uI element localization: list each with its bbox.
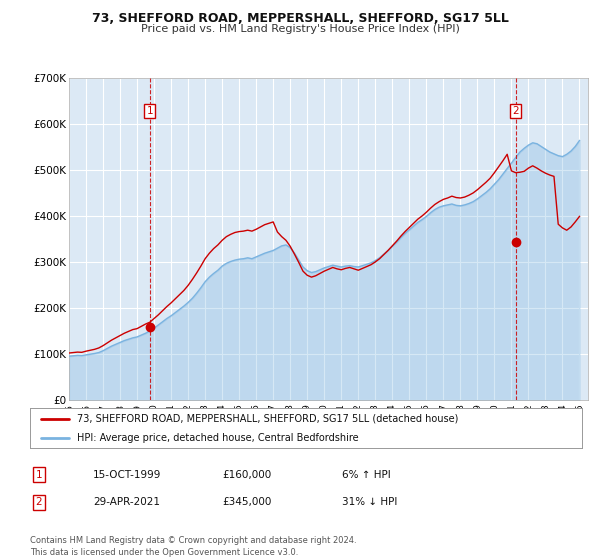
Text: 29-APR-2021: 29-APR-2021 <box>93 497 160 507</box>
Text: £160,000: £160,000 <box>222 470 271 480</box>
Text: Contains HM Land Registry data © Crown copyright and database right 2024.
This d: Contains HM Land Registry data © Crown c… <box>30 536 356 557</box>
Text: £345,000: £345,000 <box>222 497 271 507</box>
Text: 2: 2 <box>35 497 43 507</box>
Text: 15-OCT-1999: 15-OCT-1999 <box>93 470 161 480</box>
Text: 73, SHEFFORD ROAD, MEPPERSHALL, SHEFFORD, SG17 5LL (detached house): 73, SHEFFORD ROAD, MEPPERSHALL, SHEFFORD… <box>77 414 458 424</box>
Text: 2: 2 <box>512 106 519 115</box>
Text: 73, SHEFFORD ROAD, MEPPERSHALL, SHEFFORD, SG17 5LL: 73, SHEFFORD ROAD, MEPPERSHALL, SHEFFORD… <box>92 12 508 25</box>
Text: 1: 1 <box>146 106 153 115</box>
Text: HPI: Average price, detached house, Central Bedfordshire: HPI: Average price, detached house, Cent… <box>77 433 359 443</box>
Text: 6% ↑ HPI: 6% ↑ HPI <box>342 470 391 480</box>
Text: 1: 1 <box>35 470 43 480</box>
Text: 31% ↓ HPI: 31% ↓ HPI <box>342 497 397 507</box>
Text: Price paid vs. HM Land Registry's House Price Index (HPI): Price paid vs. HM Land Registry's House … <box>140 24 460 34</box>
